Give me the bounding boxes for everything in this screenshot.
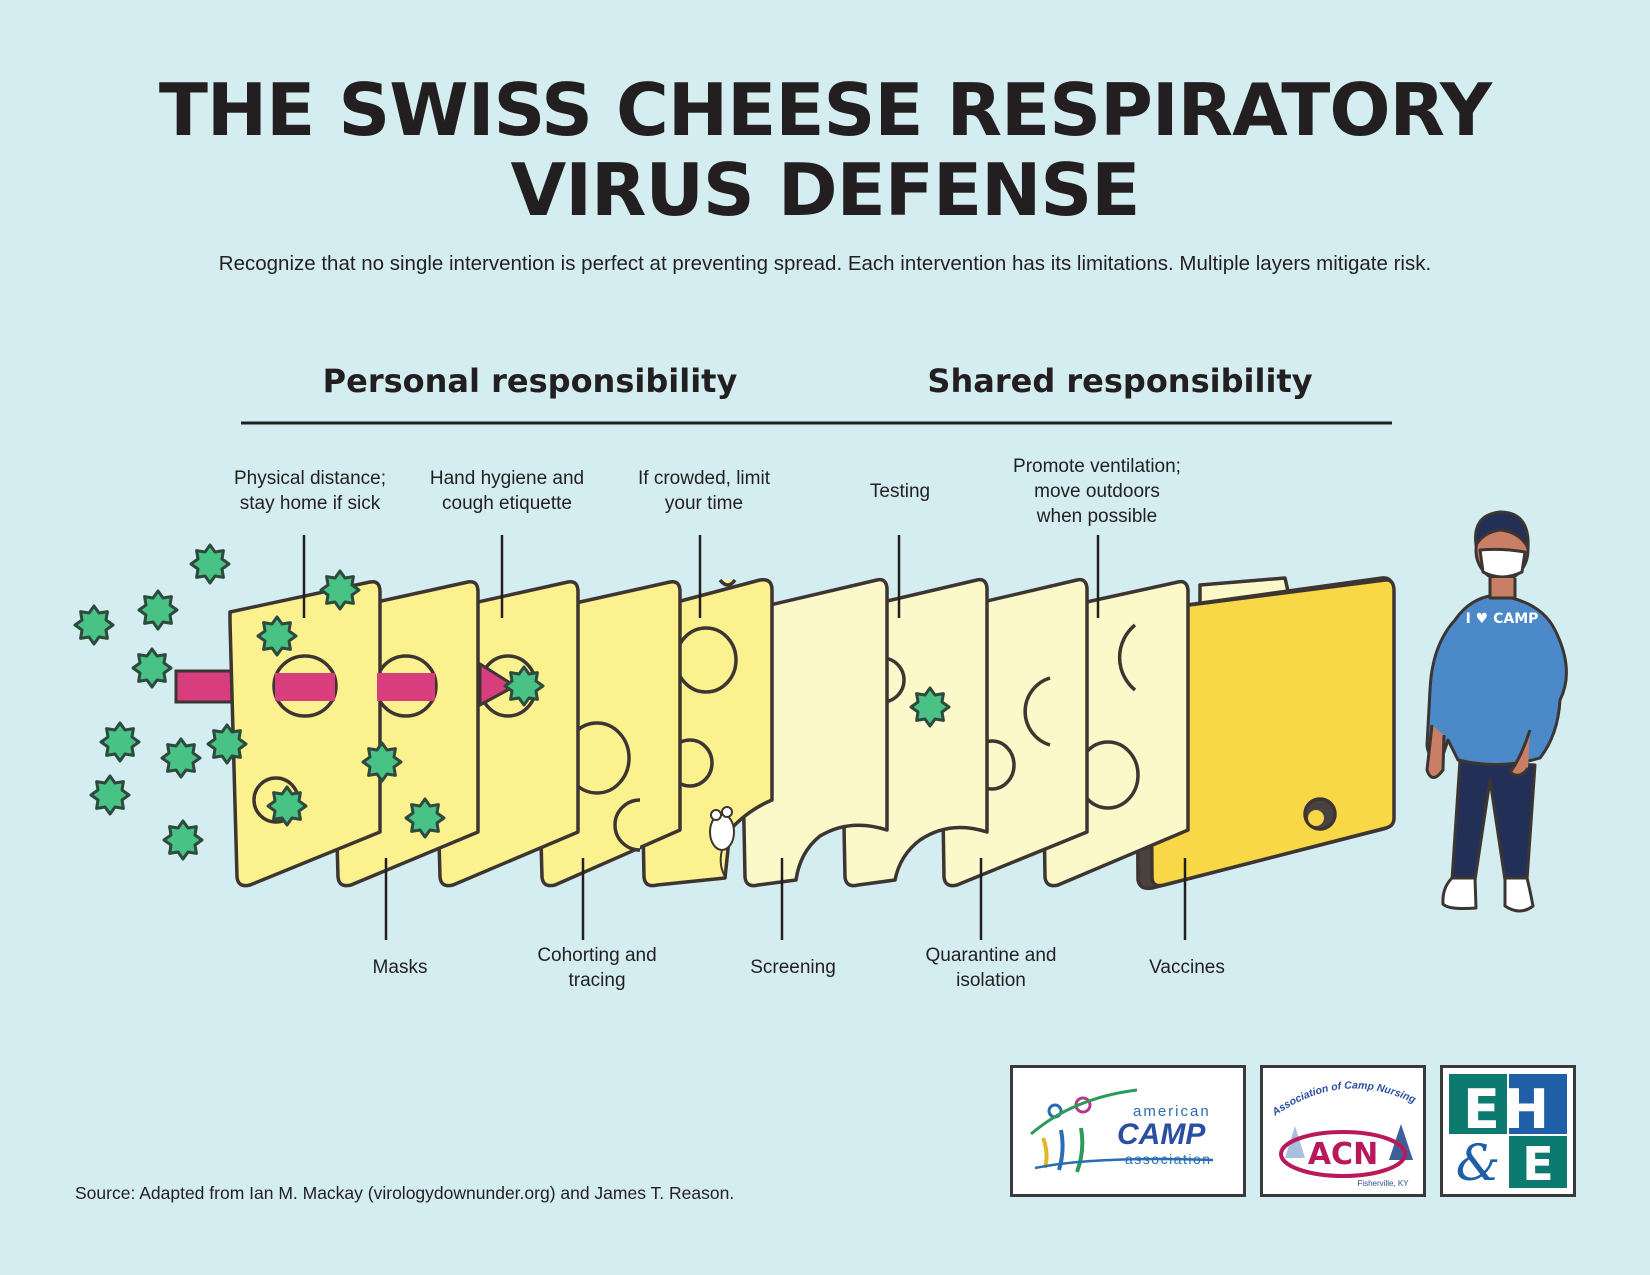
virus-particle <box>361 741 403 783</box>
leader-lines <box>302 535 1187 940</box>
ehe-text-ampersand: & <box>1456 1134 1501 1192</box>
american-camp-association-logo: american CAMP association <box>1010 1065 1246 1197</box>
ehe-text-top: EH <box>1463 1078 1553 1141</box>
mouse-illustration <box>709 806 735 879</box>
personal-responsibility-label: Personal responsibility <box>322 362 738 400</box>
cheese-slice-physical-distance <box>228 579 382 888</box>
caption-crowded: If crowded, limit your time <box>638 468 770 514</box>
caption-ventilation: Promote ventilation; move outdoors when … <box>1013 456 1181 527</box>
caption-cohorting: Cohorting and tracing <box>537 945 657 991</box>
virus-particle <box>162 819 204 861</box>
caption-hand-hygiene: Hand hygiene and cough etiquette <box>429 468 585 514</box>
ehe-logo: EH & E <box>1440 1065 1576 1197</box>
acn-arc-text: Association of Camp Nursing <box>1269 1080 1418 1119</box>
source-note: Source: Adapted from Ian M. Mackay (viro… <box>75 1183 735 1203</box>
virus-particle <box>189 543 231 585</box>
ehe-text-bottom: E <box>1522 1137 1553 1191</box>
caption-masks: Masks <box>372 957 428 978</box>
caption-quarantine: Quarantine and isolation <box>925 945 1057 991</box>
virus-particle <box>256 615 298 657</box>
svg-text:Association of Camp Nursing: Association of Camp Nursing <box>1269 1080 1418 1119</box>
title-line-1: THE SWISS CHEESE RESPIRATORY <box>158 68 1492 152</box>
hoodie-text: I ♥ CAMP <box>1466 611 1539 627</box>
person-illustration <box>1425 510 1568 913</box>
association-of-camp-nursing-logo: Association of Camp Nursing ACN Fishervi… <box>1260 1065 1426 1197</box>
virus-particle <box>909 686 951 728</box>
virus-particle <box>137 589 179 631</box>
acn-letters: ACN <box>1308 1137 1378 1172</box>
acn-location: Fisherville, KY <box>1357 1179 1409 1188</box>
virus-particle <box>99 721 141 763</box>
caption-physical-distance: Physical distance; stay home if sick <box>233 468 387 514</box>
virus-particle <box>73 604 115 646</box>
virus-particle <box>206 723 248 765</box>
virus-particle <box>89 774 131 816</box>
caption-vaccines: Vaccines <box>1149 957 1225 978</box>
caption-testing: Testing <box>869 481 931 502</box>
virus-particle <box>503 665 545 707</box>
aca-text-association: association <box>1125 1151 1212 1167</box>
virus-particle <box>160 737 202 779</box>
title-line-2: VIRUS DEFENSE <box>510 148 1141 232</box>
virus-particle <box>404 797 446 839</box>
virus-particle <box>266 785 308 827</box>
cheese-slice-vaccines <box>1134 576 1396 891</box>
subtitle: Recognize that no single intervention is… <box>218 252 1432 275</box>
aca-text-camp: CAMP <box>1117 1118 1206 1151</box>
shared-responsibility-label: Shared responsibility <box>927 362 1313 400</box>
arrow-through-holes <box>275 661 518 708</box>
aca-text-american: american <box>1133 1103 1211 1120</box>
caption-screening: Screening <box>750 957 836 978</box>
virus-particle <box>131 647 173 689</box>
virus-particle <box>319 569 361 611</box>
cheese-slice-screening <box>738 577 889 888</box>
virus-particles <box>73 543 951 861</box>
